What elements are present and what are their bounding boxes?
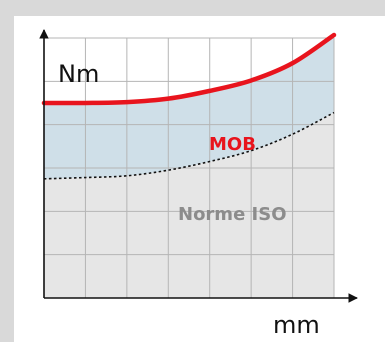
mob-curve	[41, 32, 337, 106]
iso-area	[44, 112, 334, 299]
iso-curve	[43, 111, 335, 180]
mob-band-area	[44, 34, 334, 179]
mob-series-label: MOB	[209, 134, 256, 155]
y-axis-label: Nm	[58, 60, 99, 88]
x-axis-label: mm	[273, 311, 320, 339]
iso-series-label: Norme ISO	[178, 204, 287, 225]
